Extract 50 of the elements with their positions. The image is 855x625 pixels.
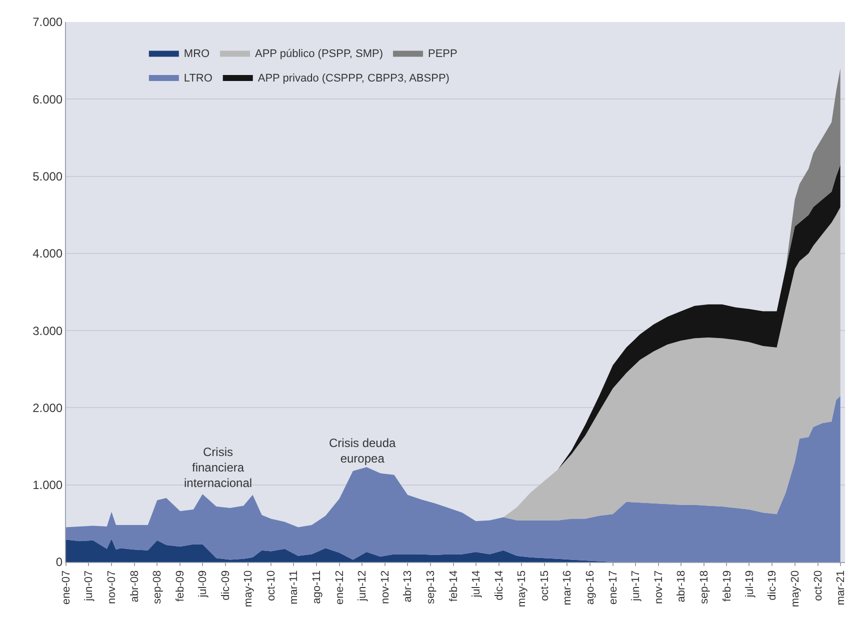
- x-tick-label: jun-17: [630, 570, 642, 602]
- x-tick-label: nov-17: [652, 570, 665, 604]
- x-tick-label: jul-19: [744, 570, 756, 598]
- annotation: Crisis financiera internacional: [184, 445, 252, 490]
- x-tick-label: sep-08: [152, 570, 164, 604]
- x-tick-label: mar-21: [834, 570, 847, 606]
- x-tick-label: nov-12: [380, 570, 392, 604]
- x-tick-label: mar-11: [288, 570, 300, 604]
- x-tick-label: ene-12: [334, 570, 346, 605]
- legend-label: APP privado (CSPPP, CBPP3, ABSPP): [258, 72, 450, 84]
- legend-label: PEPP: [428, 48, 458, 60]
- x-tick-label: sep-18: [698, 570, 710, 604]
- x-tick-label: nov-07: [106, 570, 118, 604]
- y-tick-label: 3.000: [32, 324, 63, 338]
- legend-label: APP público (PSPP, SMP): [255, 48, 384, 60]
- x-tick-label: may-20: [789, 570, 802, 608]
- y-tick-label: 0: [56, 555, 63, 570]
- x-tick-label: jun-07: [83, 570, 96, 602]
- x-tick-label: abr-08: [128, 570, 141, 602]
- legend-label: MRO: [184, 48, 210, 60]
- y-tick-label: 6.000: [32, 92, 63, 106]
- x-tick-label: may-10: [242, 570, 255, 608]
- x-tick-label: ene-17: [607, 570, 620, 605]
- x-tick-label: feb-19: [721, 570, 734, 602]
- x-tick-label: jul-14: [470, 570, 482, 598]
- x-tick-label: dic-09: [220, 570, 232, 600]
- x-tick-label: abr-18: [676, 570, 688, 602]
- x-tick-label: feb-09: [174, 570, 187, 602]
- annotation: Crisis deuda europea: [329, 436, 396, 466]
- y-tick-label: 7.000: [32, 15, 63, 30]
- legend-label: LTRO: [184, 72, 213, 84]
- y-tick-label: 4.000: [32, 246, 63, 261]
- x-tick-label: dic-14: [493, 570, 506, 600]
- x-tick-label: oct-10: [266, 570, 278, 601]
- x-tick-label: jun-12: [356, 570, 369, 602]
- y-tick-label: 1.000: [32, 478, 63, 492]
- x-tick-label: feb-14: [448, 570, 460, 602]
- x-tick-label: mar-16: [562, 570, 574, 606]
- y-tick-label: 5.000: [32, 169, 63, 184]
- x-tick-label: ago-11: [311, 570, 324, 604]
- x-tick-label: may-15: [516, 570, 528, 608]
- x-tick-label: abr-13: [402, 570, 414, 602]
- x-tick-label: oct-20: [812, 570, 824, 601]
- x-tick-label: ene-07: [60, 570, 73, 605]
- x-tick-label: sep-13: [425, 570, 438, 604]
- x-tick-label: oct-15: [538, 570, 551, 601]
- x-tick-label: ago-16: [584, 570, 596, 605]
- x-tick-label: jul-09: [197, 570, 210, 598]
- x-tick-label: dic-19: [766, 570, 779, 600]
- y-tick-label: 2.000: [32, 400, 63, 415]
